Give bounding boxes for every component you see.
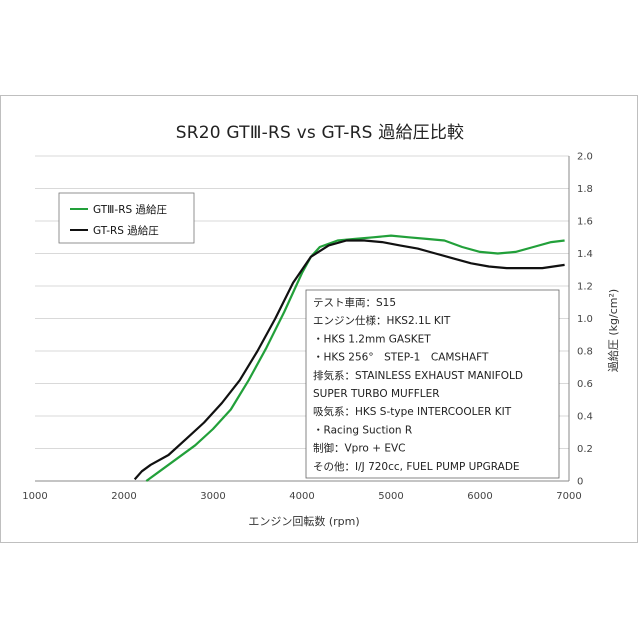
x-tick-label: 5000 [378,491,403,502]
legend: GTⅢ-RS 過給圧 GT-RS 過給圧 [58,192,195,244]
legend-label-gtrs: GT-RS 過給圧 [93,224,159,237]
spec-line: ・HKS 1.2mm GASKET [313,333,431,345]
series-line-1 [133,239,565,481]
spec-line: ・HKS 256° STEP-1 CAMSHAFT [313,352,489,364]
spec-line: 吸気系：HKS S-type INTERCOOLER KIT [313,405,512,418]
y-tick-label: 0 [577,477,583,488]
y-tick-label: 2.0 [577,152,593,163]
chart-title: SR20 GTⅢ-RS vs GT-RS 過給圧比較 [175,123,465,143]
y-tick-label: 1.0 [577,314,593,325]
x-tick-labels: 1000 2000 3000 4000 5000 6000 7000 [22,491,581,502]
legend-box [58,192,195,244]
spec-box-border [305,289,560,479]
spec-line: エンジン仕様：HKS2.1L KIT [313,314,451,327]
y-tick-label: 0.4 [577,412,593,423]
y-tick-label: 1.6 [577,217,593,228]
spec-annotation-box: テスト車両：S15 エンジン仕様：HKS2.1L KIT ・HKS 1.2mm GA… [305,289,560,479]
spec-line: SUPER TURBO MUFFLER [313,388,440,400]
spec-line: その他：I/J 720cc, FUEL PUMP UPGRADE [313,460,520,473]
spec-line: テスト車両：S15 [313,296,396,309]
y-tick-label: 1.4 [577,249,593,260]
spec-line: 制御：Vpro + EVC [313,442,405,455]
y-tick-label: 0.2 [577,444,593,455]
y-axis-label: 過給圧 (kg/cm²) [606,289,620,372]
y-tick-label: 1.8 [577,184,593,195]
y-tick-label: 1.2 [577,282,593,293]
x-tick-label: 3000 [200,491,225,502]
y-tick-label: 0.6 [577,379,593,390]
spec-line: ・Racing Suction R [313,424,412,436]
y-tick-label: 0.8 [577,347,593,358]
series-lines [133,234,565,482]
x-axis-label: エンジン回転数 (rpm) [248,515,359,528]
x-tick-label: 4000 [289,491,314,502]
legend-label-gt3rs: GTⅢ-RS 過給圧 [93,203,168,216]
y-tick-labels: 0 0.2 0.4 0.6 0.8 1.0 1.2 1.4 1.6 1.8 2.0 [577,152,593,488]
spec-line: 排気系：STAINLESS EXHAUST MANIFOLD [313,369,523,382]
x-tick-label: 7000 [556,491,581,502]
x-tick-label: 1000 [22,491,47,502]
x-tick-label: 2000 [111,491,136,502]
x-tick-label: 6000 [467,491,492,502]
